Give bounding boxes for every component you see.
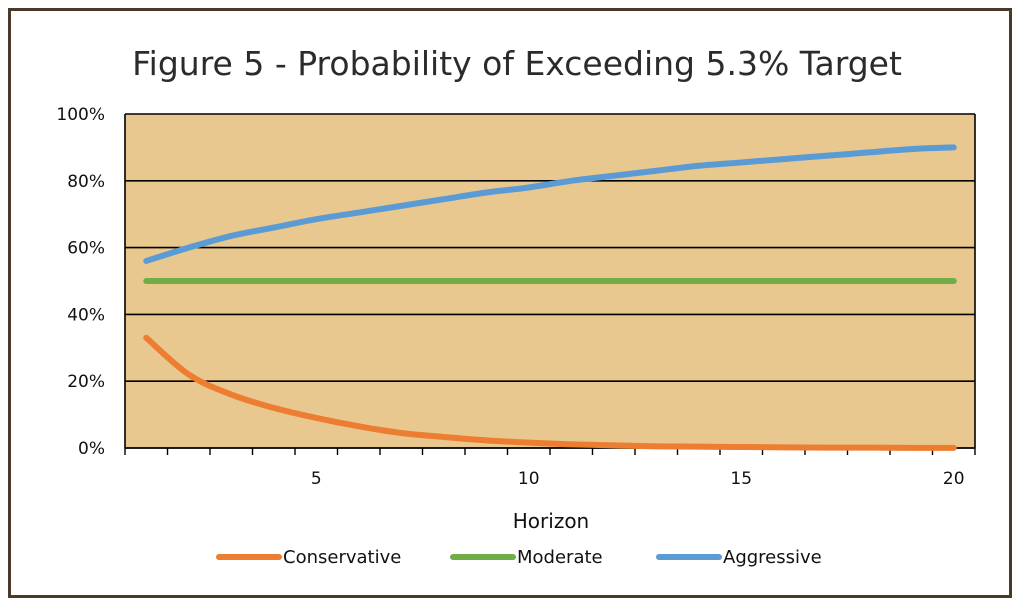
axes: 0% 20% 40% 60% 80% 100% 5 10 15 20 xyxy=(56,105,976,489)
series-line-conservative xyxy=(143,334,957,451)
y-tick-label: 80% xyxy=(67,172,105,192)
x-tick-label: 10 xyxy=(518,469,540,489)
series-lines xyxy=(143,144,957,451)
y-tick-label: 100% xyxy=(56,105,105,125)
legend-label-aggressive: Aggressive xyxy=(723,547,822,568)
y-tick-label: 20% xyxy=(67,372,105,392)
y-tick-label: 60% xyxy=(67,239,105,259)
series-line-aggressive xyxy=(143,144,957,264)
legend-label-conservative: Conservative xyxy=(283,547,401,568)
x-axis-label: Horizon xyxy=(513,509,589,533)
x-tick-label: 5 xyxy=(311,469,322,489)
legend-label-moderate: Moderate xyxy=(517,547,603,568)
chart-frame: Figure 5 - Probability of Exceeding 5.3%… xyxy=(8,8,1012,598)
chart-svg: Figure 5 - Probability of Exceeding 5.3%… xyxy=(56,44,976,568)
y-tick-label: 0% xyxy=(78,439,105,459)
x-tick-label: 15 xyxy=(730,469,752,489)
chart-title: Figure 5 - Probability of Exceeding 5.3%… xyxy=(132,44,902,83)
x-tick-label: 20 xyxy=(943,469,965,489)
legend: Conservative Moderate Aggressive xyxy=(216,547,822,568)
y-tick-label: 40% xyxy=(67,305,105,325)
